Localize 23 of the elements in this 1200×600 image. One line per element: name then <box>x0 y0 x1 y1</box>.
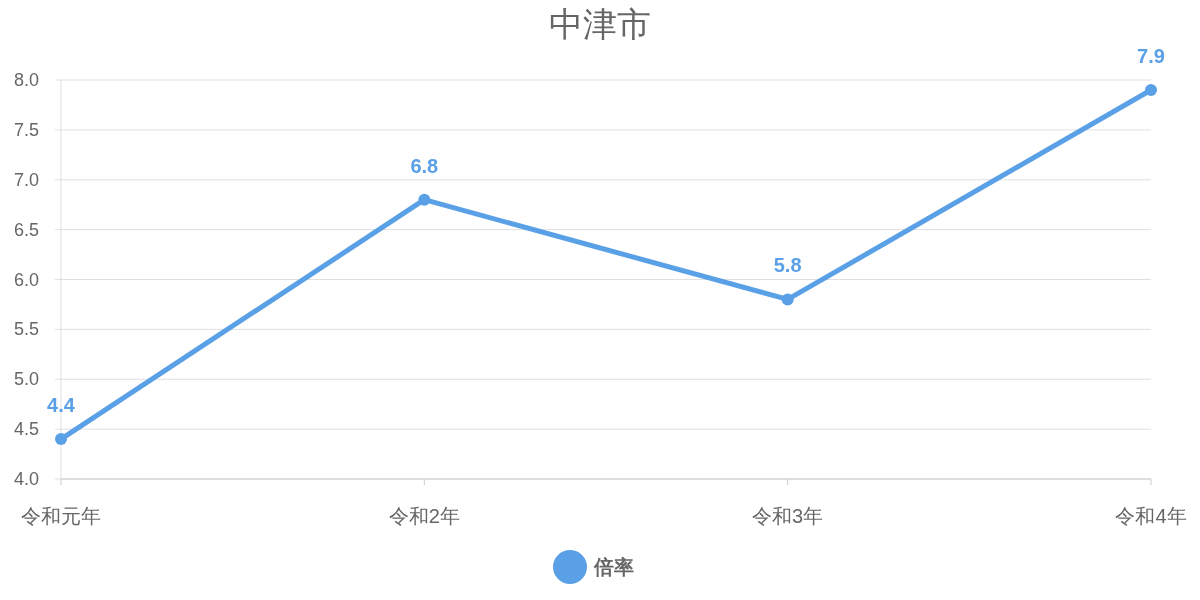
data-label: 5.8 <box>773 254 802 277</box>
y-tick-label: 6.5 <box>13 219 39 240</box>
x-tick-label: 令和元年 <box>21 505 101 527</box>
data-label: 4.4 <box>47 394 76 417</box>
y-tick-label: 4.5 <box>13 419 39 440</box>
x-tick-label: 令和4年 <box>1115 505 1187 527</box>
chart-title: 中津市 <box>549 5 651 43</box>
y-tick-label: 4.0 <box>13 469 39 489</box>
data-label: 6.8 <box>410 154 439 177</box>
point <box>55 433 67 446</box>
y-tick-label: 7.0 <box>13 169 39 190</box>
y-tick-label: 5.0 <box>13 369 39 390</box>
x-tick-label: 令和2年 <box>388 505 460 527</box>
point <box>1145 83 1157 96</box>
y-tick-label: 8.0 <box>13 70 39 90</box>
legend-label: 倍率 <box>593 556 634 578</box>
point <box>781 293 794 306</box>
y-tick-label: 5.5 <box>13 319 39 340</box>
y-tick-label: 7.5 <box>13 119 39 140</box>
x-tick-label: 令和3年 <box>752 505 824 527</box>
point <box>418 193 431 206</box>
y-tick-label: 6.0 <box>13 269 39 290</box>
data-label: 7.9 <box>1137 44 1165 67</box>
